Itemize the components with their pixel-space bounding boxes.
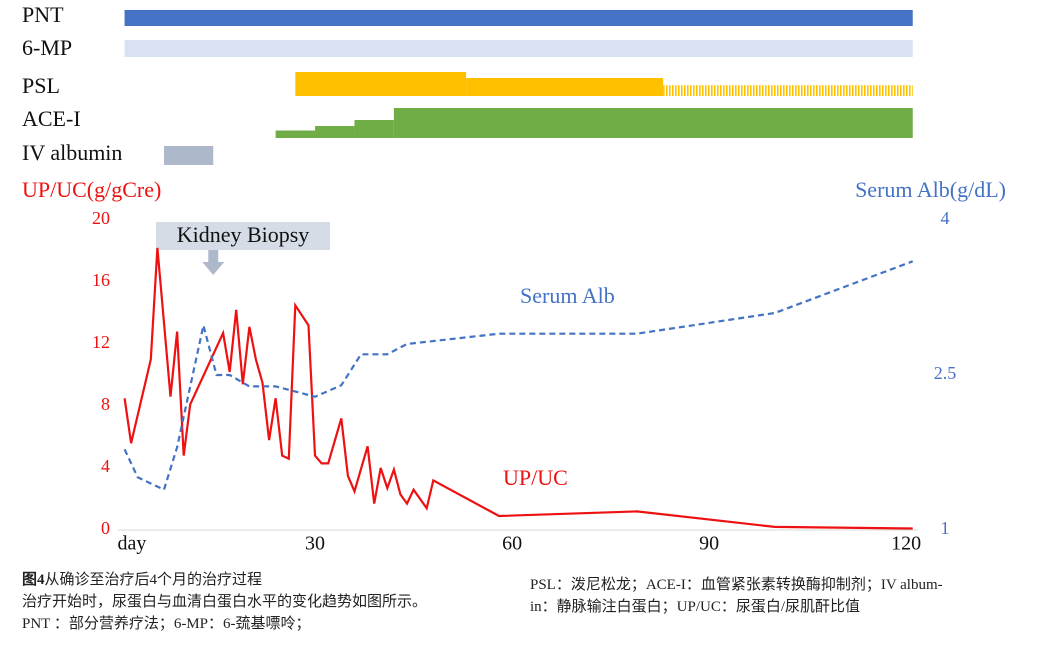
y2-axis-title: Serum Alb(g/dL) (855, 177, 1006, 202)
row-label: 6-MP (22, 35, 72, 60)
treatment-bar (163, 146, 214, 165)
treatment-bar (275, 130, 316, 138)
y2-tick-label: 4 (941, 208, 950, 228)
treatment-bar (663, 85, 913, 96)
caption-abbrev: PNT ：部分营养疗法；6-MP：6-巯基嘌呤； (22, 616, 311, 632)
y2-tick-label: 1 (941, 518, 950, 538)
treatment-bar (124, 40, 913, 57)
caption-description: 治疗开始时，尿蛋白与血清白蛋白水平的变化趋势如图所示。 (22, 594, 428, 610)
x-tick-label: 60 (502, 533, 522, 555)
y-tick-label: 12 (92, 332, 110, 352)
treatment-bar (124, 10, 913, 26)
x-tick-label: day (118, 533, 147, 555)
treatment-bar (295, 72, 467, 96)
figure-label: 图4 (22, 572, 45, 588)
y-tick-label: 16 (92, 270, 110, 290)
series-line (123, 247, 913, 530)
caption-title: 图4从确诊至治疗后4个月的治疗过程 (22, 570, 262, 591)
series-label: Serum Alb (520, 283, 615, 308)
treatment-bar (315, 126, 355, 138)
row-label: PNT (22, 2, 64, 27)
caption-abbrev: PSL：泼尼松龙；ACE-I：血管紧张素转换酶抑制剂；IV album- (530, 577, 943, 593)
treatment-bar (466, 78, 664, 96)
treatment-bar (354, 120, 394, 138)
y2-tick-label: 2.5 (934, 363, 957, 383)
series-line (123, 260, 914, 492)
caption-text: 从确诊至治疗后4个月的治疗过程 (44, 572, 263, 588)
annotation: Kidney Biopsy (177, 222, 310, 247)
row-label: PSL (22, 73, 60, 98)
chart: Kidney Biopsy UP/UC(g/gCre) Serum Alb(g/… (22, 2, 1006, 555)
x-tick-label: 120 (891, 533, 921, 555)
y-tick-label: 4 (101, 456, 110, 476)
x-tick-label: 30 (305, 533, 325, 555)
caption-abbrev: in：静脉输注白蛋白；UP/UC：尿蛋白/尿肌酐比值 (530, 599, 861, 615)
row-label: IV albumin (22, 140, 122, 165)
biopsy-box (156, 222, 330, 250)
x-tick-label: 90 (699, 533, 719, 555)
y-tick-label: 0 (101, 518, 110, 538)
annotation-arrow (202, 250, 225, 275)
y-tick-label: 20 (92, 208, 110, 228)
treatment-bar (393, 108, 913, 138)
y-axis-title: UP/UC(g/gCre) (22, 177, 161, 202)
row-label: ACE-I (22, 106, 81, 131)
series-label: UP/UC (503, 465, 568, 490)
y-tick-label: 8 (101, 394, 110, 414)
